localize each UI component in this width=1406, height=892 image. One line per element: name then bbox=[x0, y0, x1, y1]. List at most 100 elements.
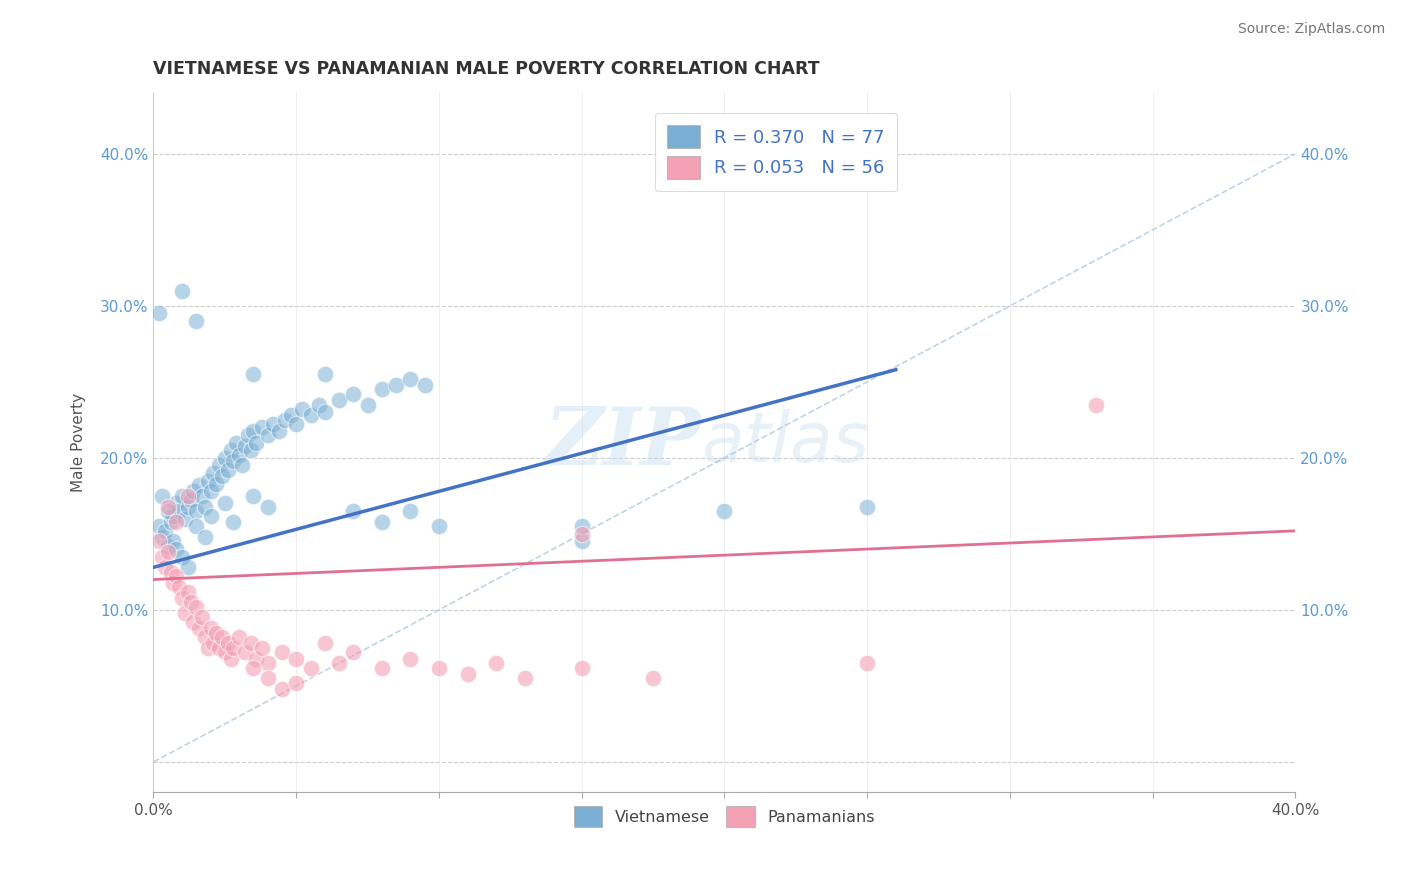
Point bbox=[571, 660, 593, 674]
Point bbox=[162, 534, 184, 549]
Point bbox=[314, 636, 336, 650]
Point bbox=[197, 640, 219, 655]
Point bbox=[342, 645, 364, 659]
Point bbox=[328, 656, 350, 670]
Point bbox=[285, 676, 308, 690]
Point bbox=[256, 428, 278, 442]
Point bbox=[280, 409, 302, 423]
Point bbox=[180, 493, 202, 508]
Point bbox=[167, 504, 190, 518]
Point bbox=[291, 402, 314, 417]
Point bbox=[256, 671, 278, 685]
Point bbox=[148, 519, 170, 533]
Point bbox=[186, 314, 208, 328]
Point bbox=[156, 500, 179, 514]
Point bbox=[242, 660, 264, 674]
Point bbox=[186, 504, 208, 518]
Point bbox=[214, 645, 236, 659]
Point bbox=[211, 630, 233, 644]
Point bbox=[427, 519, 450, 533]
Point bbox=[208, 458, 231, 473]
Point bbox=[299, 409, 322, 423]
Point bbox=[150, 489, 173, 503]
Point bbox=[167, 580, 190, 594]
Point bbox=[222, 515, 245, 529]
Point bbox=[153, 524, 176, 538]
Point bbox=[153, 560, 176, 574]
Point bbox=[371, 660, 394, 674]
Point bbox=[571, 527, 593, 541]
Point bbox=[285, 417, 308, 432]
Point bbox=[217, 636, 239, 650]
Point bbox=[188, 478, 211, 492]
Point bbox=[177, 489, 200, 503]
Point bbox=[165, 496, 187, 510]
Point bbox=[205, 625, 228, 640]
Point bbox=[222, 640, 245, 655]
Point bbox=[174, 606, 197, 620]
Point bbox=[371, 383, 394, 397]
Point bbox=[356, 398, 378, 412]
Point bbox=[183, 484, 205, 499]
Point bbox=[177, 584, 200, 599]
Point bbox=[194, 630, 217, 644]
Point bbox=[328, 393, 350, 408]
Point bbox=[342, 504, 364, 518]
Point bbox=[183, 615, 205, 629]
Point bbox=[214, 450, 236, 465]
Point bbox=[269, 424, 291, 438]
Point bbox=[200, 621, 222, 635]
Point bbox=[174, 511, 197, 525]
Point bbox=[159, 565, 181, 579]
Point bbox=[299, 660, 322, 674]
Point bbox=[233, 439, 256, 453]
Point bbox=[188, 621, 211, 635]
Point bbox=[371, 515, 394, 529]
Point bbox=[165, 569, 187, 583]
Point bbox=[314, 405, 336, 419]
Point bbox=[274, 413, 297, 427]
Point bbox=[162, 575, 184, 590]
Point bbox=[170, 489, 193, 503]
Point bbox=[271, 645, 294, 659]
Point bbox=[399, 651, 422, 665]
Point bbox=[200, 484, 222, 499]
Point bbox=[225, 435, 247, 450]
Text: ZIP: ZIP bbox=[544, 404, 702, 482]
Point bbox=[208, 640, 231, 655]
Point bbox=[197, 474, 219, 488]
Point bbox=[485, 656, 508, 670]
Point bbox=[228, 630, 250, 644]
Point bbox=[385, 378, 408, 392]
Point bbox=[239, 636, 262, 650]
Point bbox=[180, 595, 202, 609]
Point bbox=[713, 504, 735, 518]
Point bbox=[285, 651, 308, 665]
Point bbox=[211, 469, 233, 483]
Point bbox=[170, 591, 193, 605]
Text: VIETNAMESE VS PANAMANIAN MALE POVERTY CORRELATION CHART: VIETNAMESE VS PANAMANIAN MALE POVERTY CO… bbox=[153, 60, 820, 78]
Point bbox=[256, 656, 278, 670]
Point bbox=[427, 660, 450, 674]
Point bbox=[165, 515, 187, 529]
Text: Source: ZipAtlas.com: Source: ZipAtlas.com bbox=[1237, 22, 1385, 37]
Point bbox=[202, 636, 225, 650]
Point bbox=[242, 489, 264, 503]
Point bbox=[170, 284, 193, 298]
Point bbox=[239, 443, 262, 458]
Point bbox=[200, 508, 222, 523]
Point bbox=[250, 420, 273, 434]
Point bbox=[228, 448, 250, 462]
Point bbox=[150, 530, 173, 544]
Point bbox=[186, 599, 208, 614]
Point bbox=[399, 372, 422, 386]
Point bbox=[217, 463, 239, 477]
Point bbox=[186, 519, 208, 533]
Point bbox=[231, 458, 253, 473]
Point bbox=[156, 545, 179, 559]
Point bbox=[856, 500, 879, 514]
Point bbox=[219, 443, 242, 458]
Point bbox=[856, 656, 879, 670]
Point bbox=[245, 435, 267, 450]
Point bbox=[191, 489, 214, 503]
